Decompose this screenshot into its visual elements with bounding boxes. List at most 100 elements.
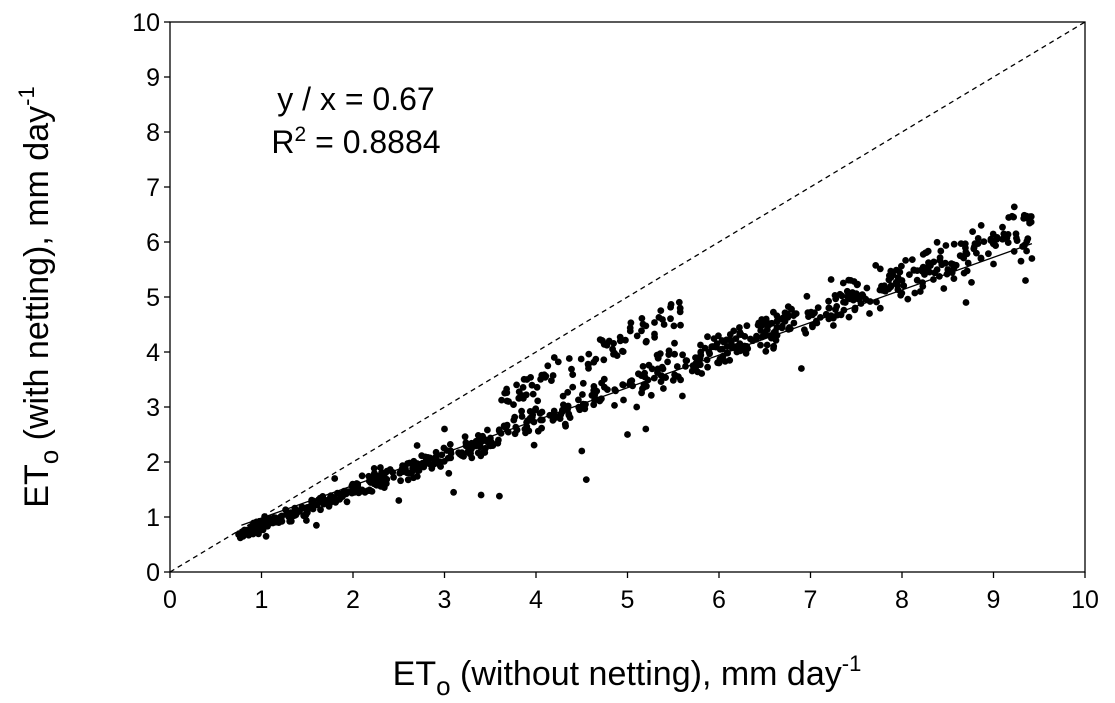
data-point: [957, 240, 965, 248]
data-point: [603, 341, 611, 349]
data-point: [736, 329, 744, 336]
data-point: [763, 341, 771, 349]
data-point: [568, 365, 575, 373]
data-point: [633, 332, 641, 340]
data-point: [659, 365, 667, 373]
data-point: [285, 511, 293, 519]
data-point: [969, 228, 976, 236]
data-point: [677, 321, 684, 329]
data-point: [511, 413, 519, 421]
data-point: [715, 332, 722, 340]
x-tick-label: 7: [804, 586, 818, 614]
data-point: [667, 315, 674, 323]
y-tick-label: 8: [146, 119, 160, 147]
data-point: [610, 340, 617, 347]
data-point: [962, 244, 969, 252]
data-point: [845, 313, 853, 321]
data-point: [922, 249, 929, 257]
data-point: [784, 311, 792, 319]
data-point: [430, 460, 438, 468]
data-point: [762, 347, 770, 355]
data-point: [876, 286, 884, 294]
y-tick-label: 2: [146, 449, 160, 477]
data-point: [440, 444, 448, 452]
data-point: [611, 402, 618, 409]
data-point: [626, 327, 634, 335]
data-point: [679, 351, 686, 359]
data-point: [778, 324, 786, 332]
data-point: [1010, 203, 1018, 211]
data-point: [1010, 213, 1017, 221]
data-point: [980, 238, 988, 246]
data-point: [585, 350, 593, 358]
data-point: [527, 374, 534, 381]
data-point: [655, 314, 663, 321]
x-tick-label: 1: [255, 586, 269, 614]
x-tick-label: 6: [712, 586, 726, 614]
data-point: [477, 452, 485, 460]
data-point: [669, 376, 677, 384]
data-point: [704, 363, 711, 371]
data-point: [825, 297, 832, 305]
data-point: [533, 383, 541, 391]
data-point: [736, 347, 744, 355]
data-point: [620, 396, 627, 404]
data-point: [814, 304, 822, 311]
y-axis-ticks: 0 1 2 3 4 5 6 7 8 9 10: [132, 9, 170, 587]
y-tick-label: 7: [146, 174, 160, 202]
data-point: [554, 358, 562, 366]
data-point: [726, 331, 734, 338]
data-point: [581, 405, 589, 413]
data-point: [990, 260, 997, 268]
data-point: [600, 375, 608, 383]
x-axis-title: ETo (without netting), mm day-1: [393, 651, 862, 701]
data-point: [839, 279, 847, 287]
data-point: [584, 361, 592, 369]
data-point: [351, 488, 359, 496]
data-point: [450, 488, 457, 496]
data-point: [550, 354, 558, 361]
data-point: [590, 401, 598, 409]
data-point: [639, 363, 647, 370]
data-point: [445, 469, 453, 477]
data-point: [1024, 235, 1032, 243]
data-point: [596, 397, 604, 405]
data-point: [830, 322, 837, 329]
data-point: [510, 401, 517, 408]
data-point: [600, 356, 608, 364]
data-point: [657, 378, 665, 385]
data-point: [950, 275, 958, 282]
data-point: [679, 392, 686, 400]
data-point: [900, 282, 908, 290]
data-point: [399, 468, 407, 475]
data-point: [420, 463, 428, 471]
data-point: [876, 265, 884, 273]
data-point: [843, 287, 851, 295]
data-point: [382, 480, 390, 487]
data-point: [840, 298, 847, 306]
data-point: [559, 392, 567, 400]
y-tick-label: 5: [146, 284, 160, 312]
data-point: [809, 323, 816, 331]
data-point: [825, 304, 833, 312]
data-point: [561, 420, 569, 428]
data-point: [548, 377, 555, 384]
data-point: [755, 319, 763, 327]
fit-line: [241, 243, 1033, 526]
data-point: [989, 230, 997, 238]
data-point: [604, 386, 611, 393]
data-point: [488, 439, 496, 447]
data-point: [520, 375, 528, 383]
data-point: [582, 476, 590, 483]
data-point: [515, 388, 523, 396]
data-point: [525, 427, 533, 435]
data-point: [908, 256, 916, 263]
data-point: [641, 383, 648, 391]
data-point: [423, 458, 431, 466]
data-point: [444, 454, 452, 462]
data-point: [714, 359, 721, 367]
data-point: [940, 285, 948, 292]
data-point: [757, 341, 764, 349]
data-point: [798, 365, 805, 372]
data-point: [1000, 230, 1008, 238]
